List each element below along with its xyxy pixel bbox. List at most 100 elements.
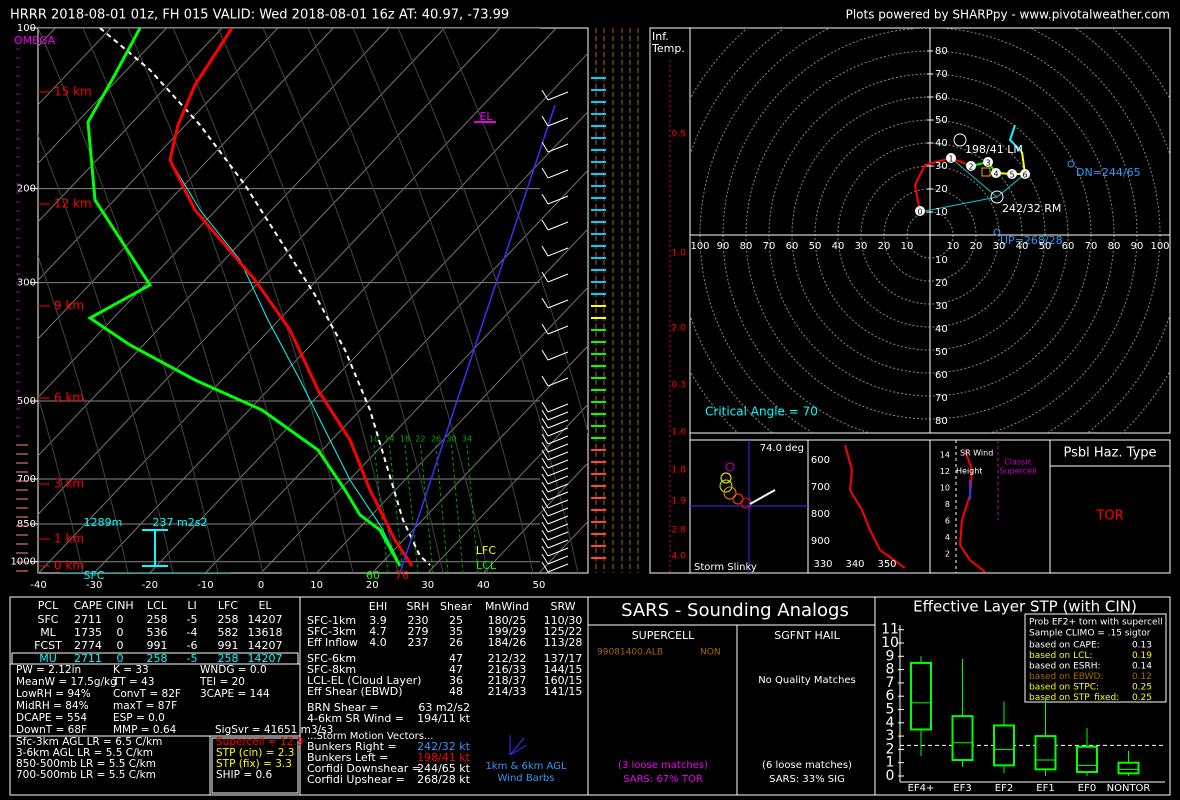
- height-label: 1 km: [54, 532, 84, 546]
- dry-adiabat: [38, 254, 129, 573]
- parcel-header: LFC: [218, 599, 238, 612]
- hodo-ring-label: 80: [935, 46, 948, 57]
- stp-box-title: Sample CLIMO = .15 sigtor: [1029, 629, 1151, 639]
- circle: [723, 486, 737, 500]
- barb-flag: [541, 537, 549, 549]
- stp-category: EF3: [953, 783, 971, 794]
- storm-title: ...Storm Motion Vectors...: [307, 731, 433, 742]
- hodo-point: [1007, 169, 1017, 179]
- barb-staff: [547, 483, 569, 493]
- barb-staff: [547, 555, 569, 565]
- inflow-label: 1.9: [672, 497, 687, 507]
- barb-staff: [547, 325, 569, 335]
- hodo-point-label: 3: [985, 159, 990, 168]
- temperature-label: -10: [197, 580, 213, 591]
- barb-staff: [547, 427, 569, 437]
- theta-pressure: 600: [811, 455, 830, 466]
- kin-label: 4-6km SR Wind =: [307, 712, 404, 725]
- hodo-point-label: 5: [1009, 171, 1014, 180]
- stp-category: EF2: [995, 783, 1013, 794]
- barb-staff: [547, 247, 569, 257]
- kin-cell: 212/32: [488, 652, 527, 665]
- barb-flag: [541, 89, 549, 101]
- wind-barbs: [541, 89, 569, 573]
- polyline: [844, 444, 906, 569]
- box: [910, 661, 932, 731]
- header-title: HRRR 2018-08-01 01z, FH 015 VALID: Wed 2…: [10, 8, 509, 23]
- omega-label: OMEGA: [14, 34, 56, 47]
- hodo-ring-label: 70: [935, 69, 948, 80]
- pressure-label: 700: [17, 474, 36, 485]
- sr-height: 14: [940, 451, 950, 460]
- critical-angle: Critical Angle = 70: [705, 405, 818, 419]
- barb-flag: [541, 409, 549, 421]
- temperature-label: -20: [142, 580, 158, 591]
- hodo-trace: [995, 151, 1027, 175]
- sars-loose: (6 loose matches): [762, 760, 852, 771]
- stp-y-label: 9: [886, 648, 895, 664]
- hodo-point-label: 1: [948, 155, 953, 164]
- inflow-label: 2.0: [672, 324, 687, 334]
- index-text: MidRH = 84%: [16, 700, 89, 712]
- parcel-cell: 258: [218, 652, 239, 665]
- kin-cell: 237: [408, 636, 429, 649]
- barb-flag: [541, 433, 549, 445]
- kin-cell: 113/28: [544, 636, 583, 649]
- barb-staff: [547, 403, 569, 413]
- kin-cell: 184/26: [488, 636, 527, 649]
- kin-cell: 214/33: [488, 685, 527, 698]
- sars-match-type: NON: [700, 648, 721, 658]
- hodo-point: [915, 206, 925, 216]
- hodo-ring-label: 40: [935, 324, 948, 335]
- parcel-header: EL: [258, 599, 272, 612]
- box: [951, 715, 974, 762]
- stp-prob-value: 0.25: [1132, 683, 1152, 693]
- hodo-ring-label: 20: [935, 184, 948, 195]
- misc: [11, 440, 1167, 794]
- parcel-cell: MU: [39, 652, 57, 665]
- hodo-trace: [913, 156, 972, 213]
- temperature-label: 30: [421, 580, 434, 591]
- hodo-x-label: 50: [1039, 241, 1052, 252]
- hodo-x-label: 70: [1085, 241, 1098, 252]
- parcel-cell: 0: [117, 613, 124, 626]
- barb-flag: [541, 245, 549, 257]
- barb-staff: [547, 411, 569, 421]
- index-text: maxT = 87F: [113, 700, 177, 712]
- barb-flag: [541, 219, 549, 231]
- dry-adiabat: [127, 28, 309, 573]
- sars-result: SARS: 33% SIG: [769, 774, 845, 785]
- index-text: ESP = 0.0: [113, 712, 165, 724]
- parcel-cell: 14207: [248, 639, 283, 652]
- inflow-label: 1.8: [672, 466, 687, 476]
- stp-category: EF4+: [908, 783, 935, 794]
- hodo-x-label: 50: [809, 241, 822, 252]
- barb-staff: [547, 435, 569, 445]
- mixing-ratio-label: 30: [446, 435, 456, 444]
- parcel-header: CINH: [106, 599, 133, 612]
- kin-cell: 4.0: [369, 636, 387, 649]
- hodo-x-label: 20: [878, 241, 891, 252]
- barb-staff: [547, 507, 569, 517]
- mixing-ratio-label: 18: [400, 435, 410, 444]
- storm-label: Bunkers Left =: [307, 751, 388, 764]
- isotherm-extra: [38, 28, 279, 282]
- barb-staff: [547, 475, 569, 485]
- kin-label: BRN Shear =: [307, 701, 379, 714]
- parcel-header: CAPE: [74, 599, 103, 612]
- sfc-label: SFC: [84, 569, 105, 582]
- stp-prob-label: based on EBWD:: [1029, 672, 1104, 682]
- parcel-cell: 2711: [74, 613, 102, 626]
- stp-category: EF1: [1036, 783, 1054, 794]
- kin-cell: 218/37: [488, 674, 527, 687]
- slinky-angle: 74.0 deg: [760, 443, 804, 454]
- barb-flag: [541, 115, 549, 127]
- parcel-header: LI: [187, 599, 196, 612]
- stp-y-label: 7: [886, 675, 895, 691]
- index-text: 3CAPE = 144: [200, 688, 270, 700]
- dn-marker: [1067, 160, 1075, 168]
- barb-flag: [541, 505, 549, 517]
- sars-hail: SGFNT HAIL: [774, 629, 840, 642]
- inflow-srh: 237 m2s2: [153, 516, 208, 529]
- dry-adiabat: [352, 28, 534, 573]
